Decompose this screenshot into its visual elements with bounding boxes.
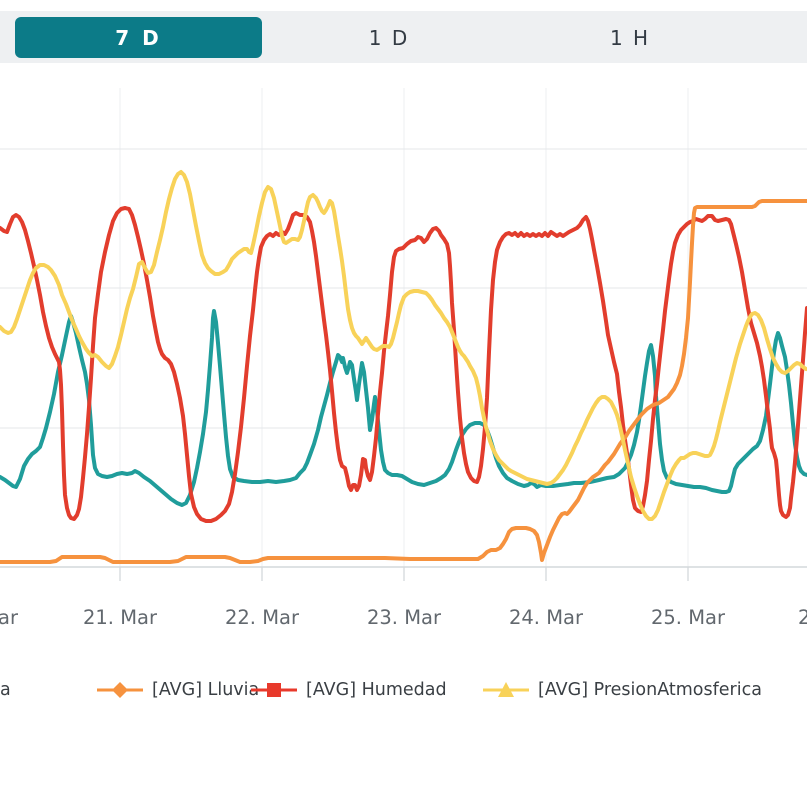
legend-label: [AVG] PresionAtmosferica <box>538 680 762 700</box>
legend-item[interactable]: [AVG] PresionAtmosferica <box>482 674 762 706</box>
x-axis-label: 22. Mar <box>225 606 300 629</box>
x-axis-label: ar <box>0 606 19 629</box>
x-axis-label: 25. Mar <box>651 606 726 629</box>
legend-label: [AVG] Lluvia <box>152 680 260 700</box>
tab-7d-label: 7 D <box>115 25 162 50</box>
legend-item[interactable]: a <box>0 674 11 706</box>
x-axis-label: 21. Mar <box>83 606 158 629</box>
x-axis-label: 2 <box>798 606 807 629</box>
tab-7d[interactable]: 7 D <box>15 17 262 58</box>
legend-item[interactable]: [AVG] Lluvia <box>96 674 259 706</box>
chart-legend: a [AVG] Lluvia [AVG] Humedad [AVG] PresionA… <box>0 674 807 706</box>
time-range-tabbar: 7 D 1 D 1 H <box>0 11 807 63</box>
series-line <box>0 309 807 507</box>
legend-item[interactable]: [AVG] Humedad <box>250 674 447 706</box>
series-line <box>0 199 807 564</box>
series-line <box>0 170 807 521</box>
tab-1d[interactable]: 1 D <box>309 17 469 58</box>
legend-triangle-marker-icon <box>483 682 529 697</box>
legend-label: a <box>0 680 11 700</box>
x-axis-label: 23. Mar <box>367 606 442 629</box>
tab-1h[interactable]: 1 H <box>550 17 710 58</box>
tab-1d-label: 1 D <box>368 25 410 50</box>
legend-label: [AVG] Humedad <box>306 680 447 700</box>
series-line <box>0 206 807 523</box>
legend-square-marker-icon <box>251 683 297 697</box>
x-axis-label: 24. Mar <box>509 606 584 629</box>
legend-diamond-marker-icon <box>97 682 143 698</box>
tab-1h-label: 1 H <box>609 25 651 50</box>
